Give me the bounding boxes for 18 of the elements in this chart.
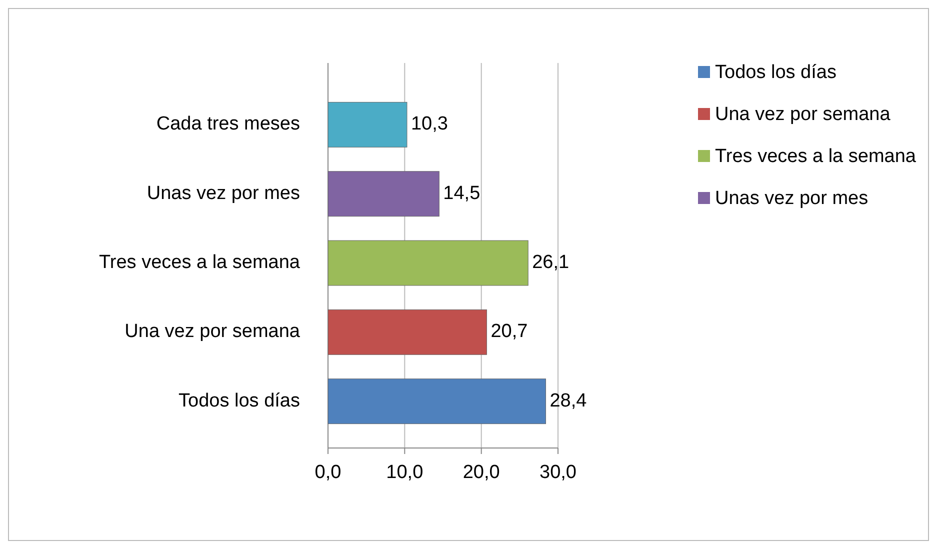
data-label: 14,5 bbox=[443, 182, 480, 204]
x-tick-label: 0,0 bbox=[314, 462, 342, 483]
legend-label: Todos los días bbox=[715, 62, 836, 84]
data-label: 28,4 bbox=[550, 390, 588, 412]
data-label: 26,1 bbox=[532, 252, 570, 274]
y-tick-label: Una vez por semana bbox=[124, 321, 300, 342]
x-tick-label: 20,0 bbox=[462, 462, 500, 483]
legend-label: Una vez por semana bbox=[715, 104, 891, 126]
y-tick-label: Unas vez por mes bbox=[146, 182, 300, 204]
legend-label: Tres veces a la semana bbox=[715, 146, 916, 168]
x-tick-label: 10,0 bbox=[386, 462, 424, 483]
legend-label: Unas vez por mes bbox=[715, 188, 868, 210]
y-tick-label: Cada tres meses bbox=[156, 114, 300, 135]
x-tick-label: 30,0 bbox=[540, 462, 576, 483]
data-label: 20,7 bbox=[490, 321, 528, 342]
data-label: 10,3 bbox=[410, 114, 448, 135]
y-tick-label: Tres veces a la semana bbox=[99, 252, 300, 274]
y-tick-label: Todos los días bbox=[178, 390, 300, 412]
